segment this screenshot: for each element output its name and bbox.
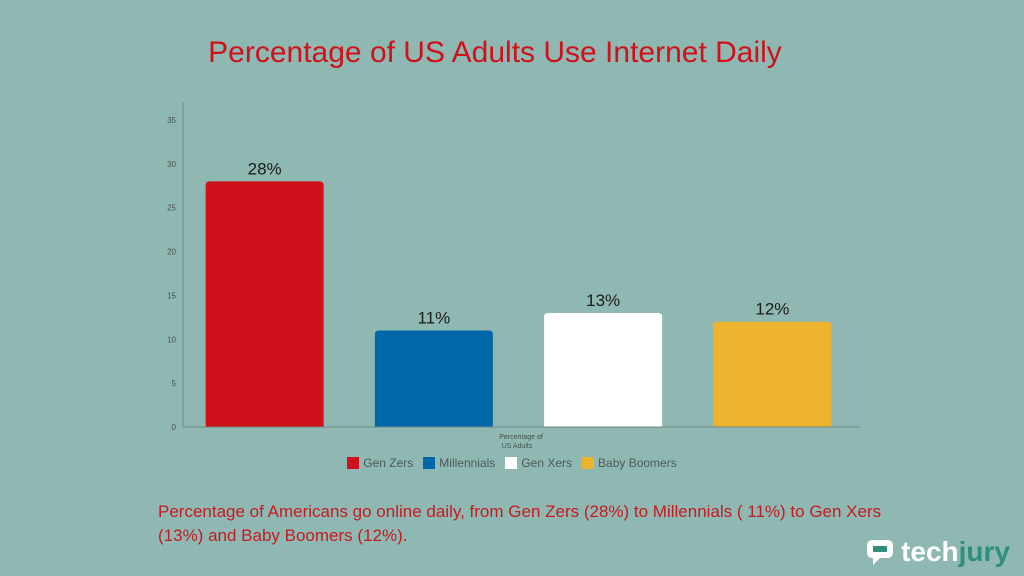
y-tick-label: 0 [172, 423, 177, 432]
legend-item: Gen Xers [505, 456, 572, 470]
bar-baby-boomers [713, 321, 832, 427]
legend-label: Millennials [439, 456, 496, 470]
x-axis-label-line-2: US Adults [502, 443, 533, 450]
bars: 28% 11% 13% 12% [205, 159, 832, 427]
y-tick-label: 5 [172, 379, 177, 388]
legend-label: Baby Boomers [598, 456, 677, 470]
legend-item: Millennials [423, 456, 495, 470]
legend-item: Gen Zers [347, 456, 413, 470]
legend-swatch [347, 457, 360, 469]
legend-label: Gen Zers [363, 456, 414, 470]
y-tick-label: 35 [167, 116, 176, 125]
brand-jury-text: jury [958, 536, 1010, 567]
brand-logo: tech jury [865, 536, 1010, 568]
x-axis-label: Percentage of [499, 434, 543, 441]
bar-data-label: 28% [248, 159, 282, 178]
chat-bubble-logo-icon [867, 540, 894, 565]
y-tick-label: 20 [167, 248, 176, 257]
bar-millennials [374, 330, 493, 427]
y-axis: 0 5 10 15 20 25 30 35 [167, 102, 184, 432]
brand-tech-text: tech [901, 536, 959, 567]
y-tick-label: 30 [167, 160, 176, 169]
bar-data-label: 12% [755, 300, 789, 319]
legend-label: Gen Xers [521, 456, 573, 470]
bar-gen-zers [205, 181, 324, 427]
bar-data-label: 11% [417, 309, 450, 328]
bar-gen-xers [544, 312, 663, 427]
y-tick-label: 25 [167, 204, 176, 213]
chart-title: Percentage of US Adults Use Internet Dai… [208, 36, 782, 69]
legend-swatch [582, 457, 595, 469]
caption-text: Percentage of Americans go online daily,… [158, 502, 882, 545]
legend-swatch [505, 457, 518, 469]
legend-swatch [423, 457, 436, 469]
y-tick-label: 15 [167, 291, 176, 300]
bar-data-label: 13% [586, 291, 620, 310]
legend: Gen Zers Millennials Gen Xers Baby Boomers [0, 456, 1024, 470]
y-tick-label: 10 [167, 335, 176, 344]
legend-item: Baby Boomers [582, 456, 677, 470]
